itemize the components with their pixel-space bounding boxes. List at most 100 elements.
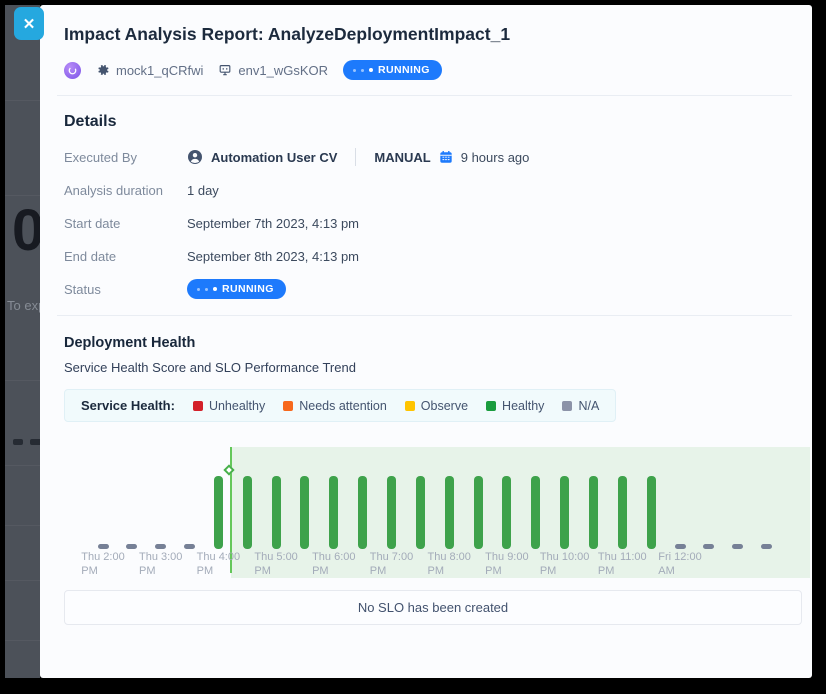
mock-meta-item: mock1_qCRfwi bbox=[96, 63, 203, 78]
details-heading: Details bbox=[64, 113, 117, 130]
legend-item: N/A bbox=[562, 399, 599, 413]
header-divider bbox=[57, 95, 792, 96]
page-title: Impact Analysis Report: AnalyzeDeploymen… bbox=[64, 24, 511, 44]
health-bar-na bbox=[732, 544, 744, 549]
end-date-row: End date September 8th 2023, 4:13 pm bbox=[64, 245, 788, 267]
x-axis-tick-label: Thu 8:00 PM bbox=[427, 551, 471, 577]
health-bar-na bbox=[703, 544, 715, 549]
health-bar-na bbox=[184, 544, 196, 549]
running-dot-icon bbox=[361, 68, 365, 72]
legend-label: Unhealthy bbox=[208, 398, 266, 413]
legend-label: Healthy bbox=[502, 398, 545, 413]
legend-label: Needs attention bbox=[299, 398, 387, 413]
legend-swatch-icon bbox=[192, 400, 203, 411]
legend-swatch-icon bbox=[404, 400, 415, 411]
health-bar-healthy bbox=[213, 476, 223, 549]
legend-item: Healthy bbox=[486, 399, 544, 413]
status-badge: RUNNING bbox=[187, 279, 286, 299]
status-label: Status bbox=[64, 281, 101, 297]
duration-row: Analysis duration 1 day bbox=[64, 179, 788, 201]
slo-empty-message: No SLO has been created bbox=[357, 600, 509, 615]
running-dot-icon bbox=[213, 287, 217, 291]
start-date-row: Start date September 7th 2023, 4:13 pm bbox=[64, 212, 788, 234]
legend-item: Observe bbox=[404, 399, 468, 413]
deployment-health-heading: Deployment Health bbox=[64, 335, 196, 351]
x-axis-tick-label: Thu 3:00 PM bbox=[138, 551, 183, 577]
mock-name: mock1_qCRfwi bbox=[116, 62, 204, 78]
status-row: Status RUNNING bbox=[64, 278, 788, 300]
health-bar-healthy bbox=[271, 476, 281, 549]
service-health-legend: Service Health: Unhealthy Needs attention… bbox=[64, 389, 617, 422]
dimmed-background-page: 0 To exp bbox=[5, 5, 40, 678]
health-bar-healthy bbox=[617, 476, 627, 549]
gear-icon bbox=[98, 64, 109, 76]
executed-by-label: Executed By bbox=[64, 149, 137, 165]
legend-item: Unhealthy bbox=[192, 398, 266, 413]
app-avatar-icon bbox=[64, 61, 81, 79]
legend-swatch-icon bbox=[562, 400, 573, 411]
calendar-icon bbox=[440, 151, 452, 163]
x-axis-tick-label: Thu 11:00 PM bbox=[597, 551, 647, 577]
health-chart: Thu 2:00 PM Thu 3:00 PM Thu 4:00 PM Thu 5:00 PM… bbox=[64, 434, 810, 580]
status-badge: RUNNING bbox=[343, 60, 442, 80]
executed-by-value: Automation User CV MANUAL 9 hours ago bbox=[187, 148, 529, 166]
end-date-value: September 8th 2023, 4:13 pm bbox=[187, 248, 360, 264]
analysis-window-shading bbox=[230, 447, 810, 578]
health-bar-healthy bbox=[242, 476, 252, 549]
deployment-health-subtitle: Service Health Score and SLO Performance… bbox=[64, 360, 356, 375]
health-bar-healthy bbox=[531, 476, 541, 549]
avatar-swirl-icon bbox=[68, 66, 77, 74]
vertical-divider bbox=[355, 148, 357, 166]
impact-analysis-report-modal: Impact Analysis Report: AnalyzeDeploymen… bbox=[40, 5, 812, 678]
health-bar-na bbox=[674, 544, 686, 549]
modal-header: Impact Analysis Report: AnalyzeDeploymen… bbox=[40, 5, 812, 80]
executed-by-row: Executed By Automation User CV MANUAL 9 … bbox=[64, 146, 788, 168]
environment-name: env1_wGsKOR bbox=[238, 62, 329, 78]
x-axis-tick-label: Thu 9:00 PM bbox=[485, 551, 529, 577]
legend-swatch-icon bbox=[486, 400, 497, 411]
health-bar-healthy bbox=[502, 476, 512, 549]
close-icon: ✕ bbox=[22, 15, 36, 33]
x-axis-tick-label: Thu 10:00 PM bbox=[539, 551, 590, 577]
health-bar-healthy bbox=[444, 476, 454, 549]
executed-time: 9 hours ago bbox=[460, 149, 530, 165]
end-date-label: End date bbox=[64, 248, 117, 264]
legend-item: Needs attention bbox=[283, 399, 387, 413]
health-bar-healthy bbox=[415, 476, 425, 549]
section-divider bbox=[57, 315, 792, 316]
x-axis-tick-label: Fri 12:00 AM bbox=[658, 551, 702, 577]
legend-swatch-icon bbox=[283, 400, 294, 411]
health-bar-healthy bbox=[300, 476, 310, 549]
background-bar bbox=[13, 439, 23, 445]
close-button[interactable]: ✕ bbox=[14, 7, 44, 40]
health-bar-healthy bbox=[387, 476, 396, 549]
legend-label: N/A bbox=[578, 398, 600, 413]
user-icon bbox=[188, 150, 202, 164]
executed-by-user: Automation User CV bbox=[211, 149, 338, 165]
health-bar-na bbox=[97, 544, 109, 549]
running-dot-icon bbox=[369, 68, 374, 72]
health-bar-healthy bbox=[473, 476, 483, 549]
health-bar-healthy bbox=[646, 476, 656, 549]
health-bar-na bbox=[126, 544, 138, 549]
health-bar-healthy bbox=[329, 476, 339, 549]
details-section: Details Executed By Automation User CV M… bbox=[40, 113, 812, 300]
running-dot-icon bbox=[205, 287, 208, 291]
running-dot-icon bbox=[353, 68, 357, 72]
start-date-value: September 7th 2023, 4:13 pm bbox=[187, 215, 360, 231]
health-bar-healthy bbox=[588, 476, 598, 549]
report-meta-row: mock1_qCRfwi env1_wGsKOR RUNNING bbox=[64, 60, 788, 80]
slo-empty-state: No SLO has been created bbox=[64, 590, 802, 625]
background-partial-text: To exp bbox=[7, 298, 40, 313]
start-date-label: Start date bbox=[64, 215, 121, 231]
health-bar-na bbox=[761, 544, 773, 549]
x-axis-tick-label: Thu 5:00 PM bbox=[254, 551, 298, 577]
x-axis-tick-label: Thu 6:00 PM bbox=[312, 551, 356, 577]
x-axis-tick-label: Thu 4:00 PM bbox=[196, 551, 241, 577]
health-bar-healthy bbox=[358, 476, 368, 549]
deployment-health-section: Deployment Health Service Health Score a… bbox=[40, 335, 812, 625]
duration-label: Analysis duration bbox=[64, 182, 163, 198]
x-axis-tick-label: Thu 2:00 PM bbox=[81, 551, 125, 577]
duration-value: 1 day bbox=[187, 182, 219, 198]
environment-icon bbox=[220, 65, 231, 76]
